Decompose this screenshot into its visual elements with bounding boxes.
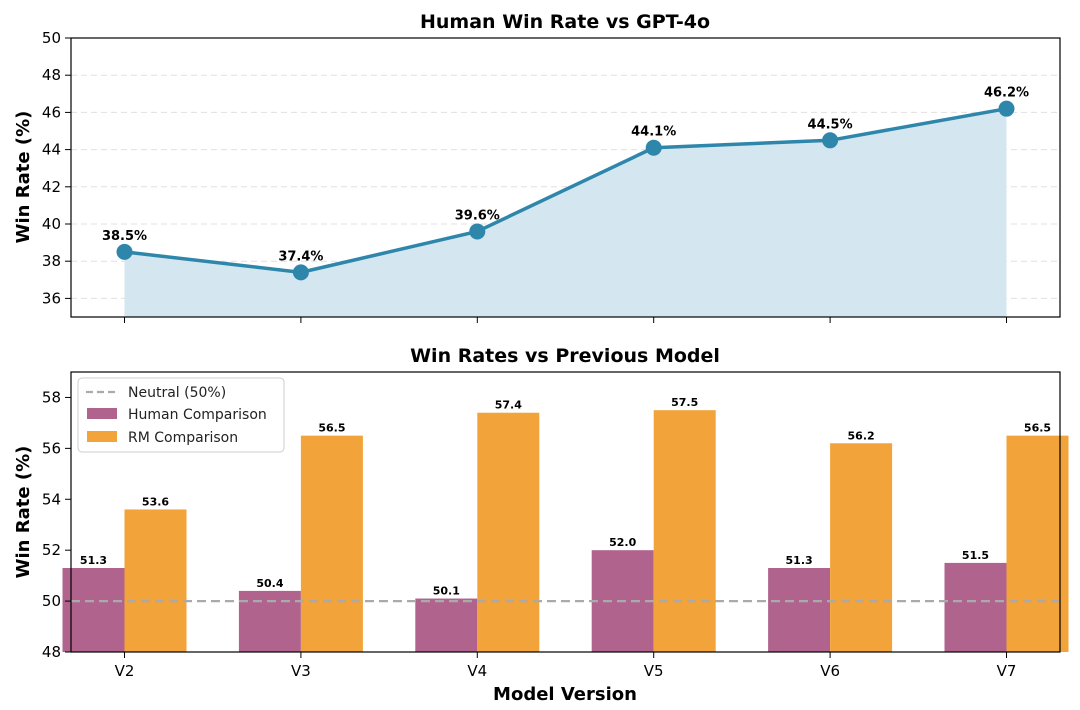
top-data-label: 44.5% [808,117,853,132]
legend-human-label: Human Comparison [128,407,267,423]
human-bar-label: 50.4 [256,577,283,590]
human-bar-label: 52.0 [609,536,636,549]
human-bar-label: 51.3 [786,554,813,567]
top-data-points: 38.5% 37.4% 39.6% 44.1% 44.5% 46.2% [102,86,1029,281]
top-y-axis-label: Win Rate (%) [13,111,34,244]
top-data-point [292,264,309,281]
rm-bar [477,412,540,652]
top-y-tick-label: 46 [42,103,61,121]
bottom-plot-frame [70,371,1061,653]
top-data-point [469,223,486,240]
top-data-label: 46.2% [984,86,1029,101]
human-bar-label: 50.1 [433,585,460,598]
bottom-x-tick-label: V3 [291,662,311,680]
top-y-tick-label: 50 [42,29,61,47]
human-bar-label: 51.5 [962,549,989,562]
bottom-x-tick-label: V2 [115,662,135,680]
top-y-tick-label: 40 [42,215,61,233]
bottom-bars [62,410,1069,652]
legend: Neutral (50%) Human Comparison RM Compar… [77,377,285,453]
legend-human-swatch [87,408,117,419]
human-bar [415,598,478,652]
legend-rm-swatch [87,431,117,442]
bottom-x-tick-label: V5 [644,662,664,680]
top-data-point [822,132,839,149]
bottom-y-ticks: 48 50 52 54 56 58 [42,388,71,661]
rm-bar [300,435,363,652]
top-y-tick-label: 48 [42,66,61,84]
top-data-label: 39.6% [455,208,500,223]
top-data-point [116,243,133,260]
top-y-ticks: 36 38 40 42 44 46 48 50 [42,29,71,307]
rm-bar [124,509,187,652]
top-x-ticks [124,317,1007,323]
bottom-chart-title: Win Rates vs Previous Model [410,345,720,367]
legend-neutral-label: Neutral (50%) [128,385,226,401]
top-data-point [998,100,1015,117]
top-y-tick-label: 42 [42,178,61,196]
bottom-y-tick-label: 52 [42,541,61,559]
human-bar [62,568,125,652]
rm-bar-label: 56.5 [1024,422,1051,435]
top-panel: Human Win Rate vs GPT-4o Win Rate (%) 38… [13,11,1061,323]
top-data-point [645,139,662,156]
rm-bar-label: 57.4 [495,399,522,412]
rm-bar [1006,435,1069,652]
top-chart-title: Human Win Rate vs GPT-4o [420,11,710,33]
rm-bar-label: 56.5 [318,422,345,435]
bottom-panel: Win Rates vs Previous Model Win Rate (%)… [13,345,1069,705]
rm-bar [830,443,893,652]
legend-rm-label: RM Comparison [128,430,238,446]
top-y-tick-label: 38 [42,252,61,270]
bottom-y-tick-label: 50 [42,592,61,610]
bottom-x-tick-label: V6 [820,662,840,680]
top-data-label: 38.5% [102,229,147,244]
bottom-bar-labels: 51.3 50.4 50.1 52.0 51.3 51.5 53.6 56.5 57.4 57.5… [80,396,1051,597]
bottom-y-tick-label: 54 [42,490,61,508]
bottom-y-tick-label: 58 [42,388,61,406]
rm-bar-label: 56.2 [848,429,875,442]
human-bar [944,562,1007,652]
legend-box [77,377,285,453]
rm-bar-label: 53.6 [142,495,169,508]
bottom-x-tick-label: V4 [467,662,487,680]
rm-bar-label: 57.5 [671,396,698,409]
x-axis-label: Model Version [493,684,637,705]
top-plot-frame [70,37,1061,318]
bottom-y-tick-label: 56 [42,439,61,457]
top-series-line [124,106,1007,275]
top-y-tick-label: 44 [42,141,61,159]
top-y-tick-label: 36 [42,289,61,307]
top-area-fill [124,108,1007,318]
bottom-y-axis-label: Win Rate (%) [13,446,34,579]
bottom-x-tick-label: V7 [997,662,1017,680]
bottom-y-tick-label: 48 [42,643,61,661]
human-bar [768,568,831,652]
top-data-label: 37.4% [278,249,323,264]
bottom-x-ticks: V2 V3 V4 V5 V6 V7 [115,652,1017,680]
top-data-label: 44.1% [631,125,676,140]
human-bar-label: 51.3 [80,554,107,567]
rm-bar [653,410,716,652]
